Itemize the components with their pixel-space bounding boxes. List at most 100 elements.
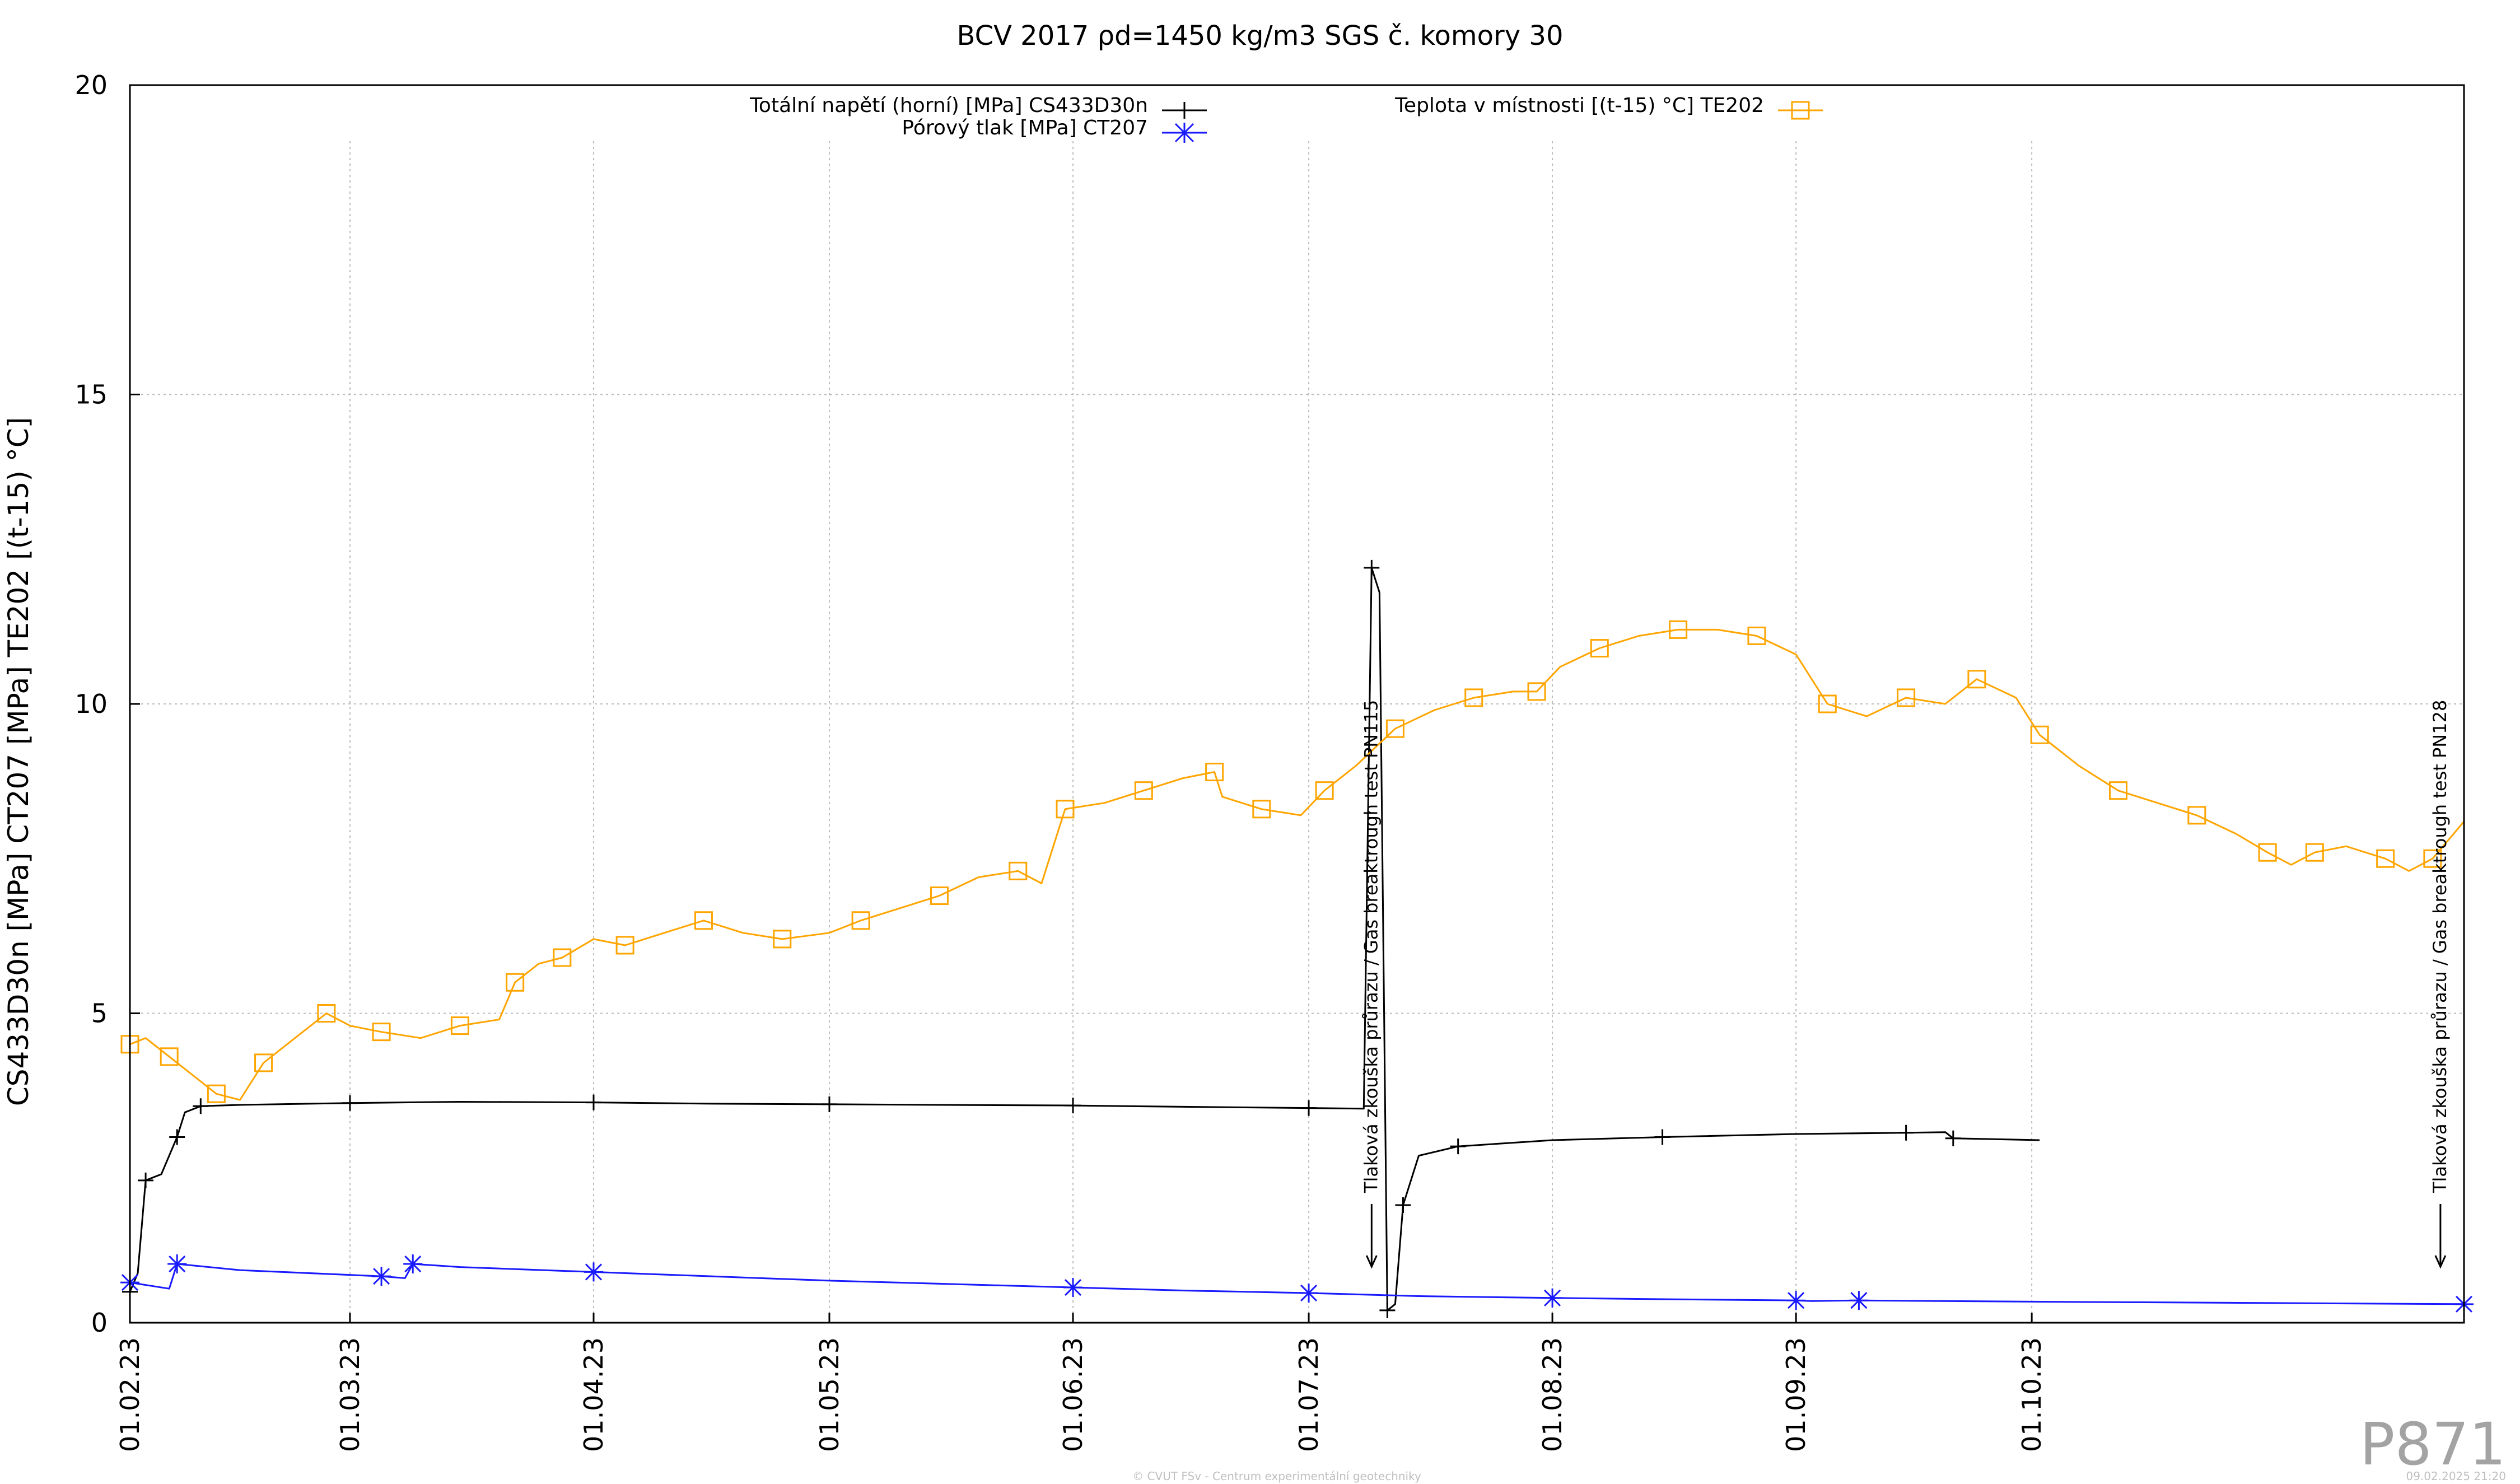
y-tick-label: 20 [74, 70, 108, 100]
data-point-star [1299, 1283, 1319, 1303]
annotation-arrow [1365, 1204, 1378, 1269]
data-point-square [1747, 626, 1766, 645]
annotation-gas-test: Tlaková zkouška průrazu / Gas breaktroug… [2429, 700, 2451, 1269]
data-point-star [584, 1262, 603, 1282]
annotation-gas-test: Tlaková zkouška průrazu / Gas breaktroug… [1360, 700, 1382, 1269]
data-point-square [317, 1004, 336, 1023]
annotations: Tlaková zkouška průrazu / Gas breaktroug… [1360, 700, 2451, 1269]
series-line-pore [129, 1263, 2465, 1305]
data-point-square [450, 1016, 469, 1035]
series-line-stress [129, 567, 2040, 1312]
footer-timestamp: 09.02.2025 21:20 [2406, 1469, 2506, 1483]
data-point-plus [1379, 1302, 1396, 1318]
data-point-square [851, 911, 870, 930]
series-temp [120, 620, 2465, 1103]
legend-marker-pore [1174, 123, 1194, 143]
y-tick-label: 5 [91, 998, 108, 1029]
series-pore [120, 1254, 2474, 1314]
y-tick-label: 0 [91, 1308, 108, 1338]
data-point-square [1315, 781, 1334, 800]
data-point-square [1464, 688, 1483, 707]
x-tick-label: 01.07.23 [1294, 1337, 1324, 1452]
data-point-square [2109, 781, 2128, 800]
data-point-square [1590, 639, 1609, 658]
data-point-square [1134, 781, 1153, 800]
data-point-square [2030, 725, 2049, 744]
x-tick-label: 01.03.23 [335, 1337, 365, 1452]
data-point-plus [1898, 1124, 1914, 1141]
data-point-square [2258, 843, 2277, 862]
x-tick-label: 01.08.23 [1537, 1337, 1567, 1452]
data-point-star [167, 1254, 187, 1274]
data-point-square [1669, 620, 1688, 639]
data-point-plus [1301, 1100, 1317, 1116]
x-tick-label: 01.10.23 [2017, 1337, 2047, 1452]
y-tick-label: 15 [74, 380, 108, 410]
x-tick-label: 01.05.23 [814, 1337, 844, 1452]
data-point-star [1063, 1278, 1083, 1298]
data-point-square [553, 948, 572, 967]
data-point-plus [1654, 1129, 1670, 1145]
legend-label-pore: Pórový tlak [MPa] CT207 [902, 116, 1148, 139]
data-point-star [372, 1267, 391, 1286]
x-tick-label: 01.02.23 [115, 1337, 145, 1452]
data-point-star [1786, 1291, 1806, 1310]
footer-credit: © CVUT FSv - Centrum experimentální geot… [1132, 1469, 1421, 1483]
x-tick-label: 01.06.23 [1058, 1337, 1088, 1452]
x-tick-label: 01.09.23 [1781, 1337, 1811, 1452]
data-point-square [1009, 861, 1028, 880]
legend-label-temp: Teplota v místnosti [(t-15) °C] TE202 [1394, 94, 1764, 117]
series-layer [120, 559, 2474, 1318]
axes: 0 5 10 15 20 01.02.23 01.03.23 01.04.23 01.05.23… [74, 70, 2465, 1452]
data-point-star [1543, 1288, 1562, 1308]
data-point-plus [1065, 1098, 1081, 1114]
annotation-arrow [2434, 1204, 2447, 1269]
legend-marker-temp [1791, 101, 1810, 120]
data-point-square [1385, 719, 1404, 738]
data-point-square [1205, 763, 1224, 782]
data-point-plus [342, 1095, 358, 1111]
annotation-label: Tlaková zkouška průrazu / Gas breaktroug… [1360, 700, 1382, 1193]
chart-title: BCV 2017 ρd=1450 kg/m3 SGS č. komory 30 [956, 20, 1563, 52]
watermark: P871 [2360, 1410, 2506, 1478]
data-point-plus [193, 1098, 209, 1114]
data-point-square [2187, 806, 2206, 825]
annotation-label: Tlaková zkouška průrazu / Gas breaktroug… [2429, 700, 2451, 1193]
data-point-square [1818, 694, 1837, 713]
series-stress [122, 559, 2040, 1318]
data-point-plus [1395, 1197, 1411, 1214]
data-point-plus [169, 1129, 185, 1145]
data-point-star [1849, 1291, 1869, 1310]
data-point-square [506, 973, 525, 992]
data-point-square [254, 1053, 273, 1072]
legend-marker-stress [1176, 102, 1193, 119]
data-point-plus [138, 1172, 154, 1188]
data-point-square [1527, 682, 1546, 701]
y-tick-label: 10 [74, 689, 108, 719]
data-point-square [1056, 800, 1075, 819]
data-point-square [372, 1023, 391, 1042]
data-point-plus [1364, 559, 1380, 576]
data-point-plus [1450, 1138, 1466, 1155]
data-point-square [160, 1047, 179, 1066]
legend: Totální napětí (horní) [MPa] CS433D30n P… [749, 94, 1823, 143]
data-point-star [403, 1254, 423, 1274]
x-tick-label: 01.04.23 [578, 1337, 609, 1452]
data-point-square [930, 886, 949, 906]
data-point-plus [585, 1094, 601, 1110]
data-point-square [773, 930, 792, 949]
data-point-square [2305, 843, 2324, 862]
grid [129, 141, 2464, 1323]
data-point-plus [1945, 1130, 1961, 1146]
data-point-square [615, 936, 634, 955]
data-point-square [694, 911, 713, 930]
y-axis-label: CS433D30n [MPa] CT207 [MPa] TE202 [(t-15… [2, 417, 35, 1106]
data-point-square [1967, 670, 1986, 689]
legend-label-stress: Totální napětí (horní) [MPa] CS433D30n [749, 94, 1148, 117]
data-point-square [2423, 849, 2442, 868]
data-point-plus [822, 1096, 837, 1112]
data-point-square [207, 1084, 226, 1103]
series-line-temp [129, 628, 2465, 1101]
data-point-square [1897, 688, 1916, 707]
